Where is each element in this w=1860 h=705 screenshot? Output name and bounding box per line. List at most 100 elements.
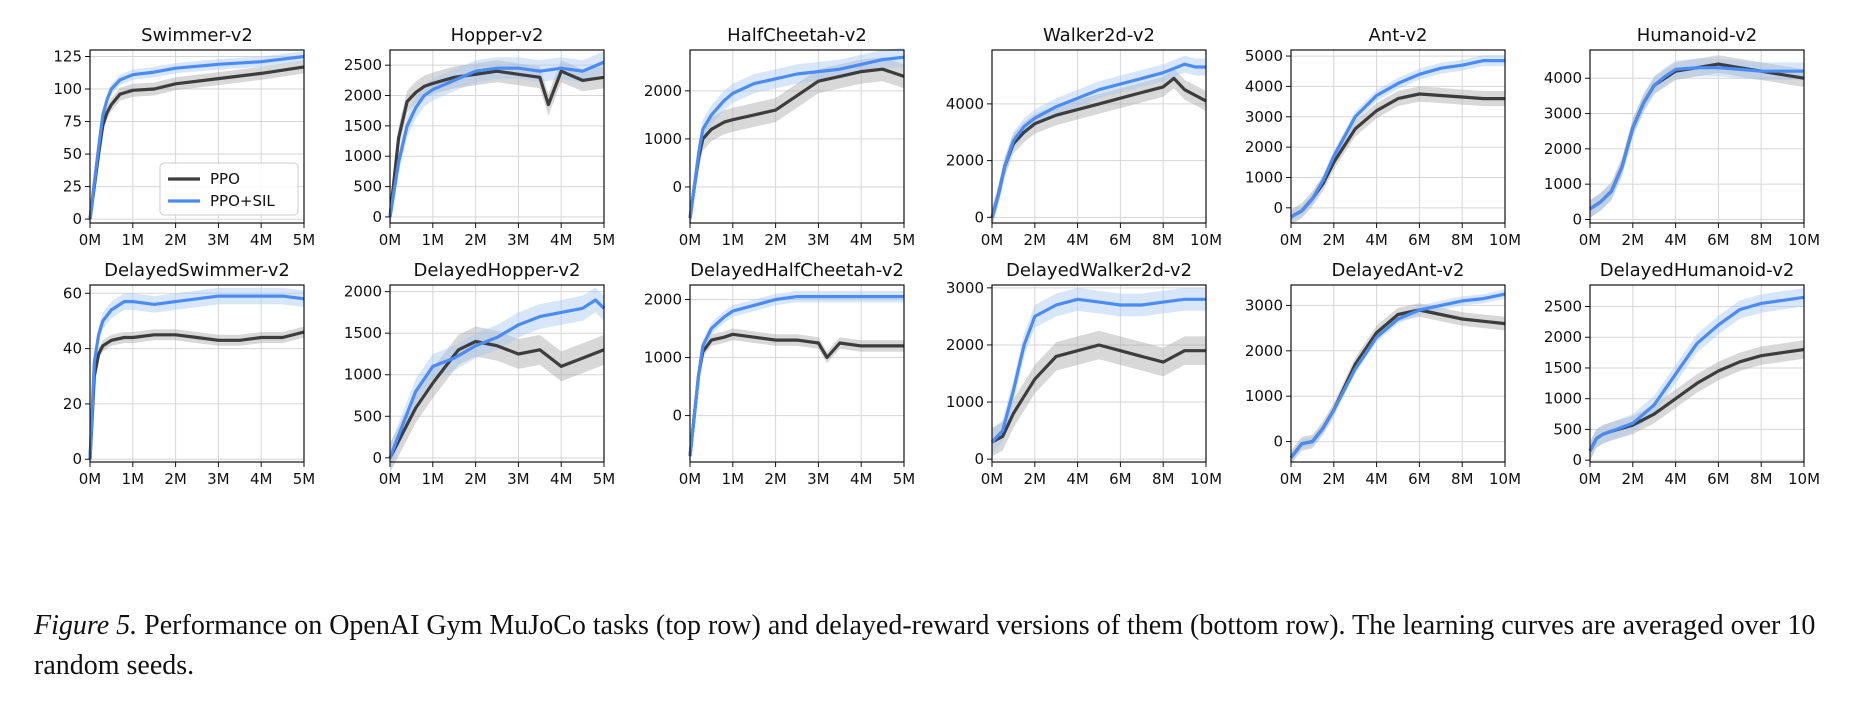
x-tick-label: 2M (464, 231, 487, 249)
x-tick-label: 0M (79, 470, 102, 488)
x-tick-label: 8M (1152, 470, 1175, 488)
x-tick-label: 5M (893, 470, 916, 488)
axes-frame (991, 284, 1207, 463)
axes-frame (1589, 49, 1805, 224)
figure-caption: Figure 5. Performance on OpenAI Gym MuJo… (34, 606, 1834, 686)
y-tick-label: 2000 (946, 336, 984, 354)
y-tick-label: 1000 (344, 147, 382, 165)
x-tick-label: 4M (550, 231, 573, 249)
x-tick-label: 10M (1190, 231, 1222, 249)
x-tick-label: 0M (79, 231, 102, 249)
y-tick-label: 0 (974, 208, 984, 226)
x-tick-label: 4M (1066, 231, 1089, 249)
x-tick-label: 10M (1190, 470, 1222, 488)
chart-4: 0M 2M 4M 6M 8M 10M 0 2000 4000 Walker2d-v2 (946, 25, 1222, 249)
x-tick-label: 0M (679, 470, 702, 488)
y-tick-label: 2000 (344, 87, 382, 105)
chart-8: 0M 1M 2M 3M 4M 5M 0 500 1000 1500 2000 DelayedHoppe… (344, 260, 615, 488)
series-line-ppo (388, 69, 605, 218)
y-tick-label: 125 (53, 48, 82, 66)
y-tick-label: 0 (372, 449, 382, 467)
x-tick-label: 1M (422, 470, 445, 488)
confidence-band-ppo-sil (1590, 288, 1804, 461)
confidence-band-ppo (690, 328, 904, 462)
y-tick-label: 0 (372, 208, 382, 226)
series-line-ppo (1290, 92, 1505, 219)
y-tick-label: 0 (1273, 199, 1283, 217)
axes-frame (991, 49, 1207, 224)
series-line-ppo-sil (1589, 66, 1804, 211)
y-tick-label: 2500 (344, 56, 382, 74)
y-tick-label: 2000 (1544, 328, 1582, 346)
x-tick-label: 2M (464, 470, 487, 488)
x-tick-label: 4M (250, 470, 273, 488)
y-tick-label: 1000 (644, 349, 682, 367)
y-tick-label: 0 (672, 178, 682, 196)
chart-title: Swimmer-v2 (141, 25, 253, 46)
series-line-ppo-sil (88, 294, 305, 460)
series-line-ppo (688, 332, 904, 457)
series-line-ppo (991, 343, 1206, 444)
legend-label: PPO+SIL (210, 192, 275, 210)
y-tick-label: 500 (353, 178, 382, 196)
x-tick-label: 8M (1451, 470, 1474, 488)
x-tick-label: 2M (1323, 470, 1346, 488)
axes-frame (389, 49, 605, 224)
confidence-band-ppo-sil (690, 290, 904, 462)
x-tick-label: 0M (679, 231, 702, 249)
axes-frame (1290, 284, 1506, 463)
confidence-band-ppo (1590, 340, 1804, 461)
chart-title: DelayedHopper-v2 (414, 260, 581, 281)
series-line-ppo-sil (1290, 58, 1505, 219)
y-tick-label: 2500 (1544, 298, 1582, 316)
caption-label: Figure 5. (34, 610, 138, 641)
x-tick-label: 5M (293, 470, 316, 488)
x-tick-label: 4M (850, 470, 873, 488)
y-tick-label: 1000 (946, 393, 984, 411)
x-tick-label: 1M (422, 231, 445, 249)
y-tick-label: 25 (63, 178, 82, 196)
series-line-ppo-sil (1588, 295, 1805, 452)
chart-11: 0M 2M 4M 6M 8M 10M 0 1000 2000 3000 DelayedAnt-v2 (1245, 260, 1521, 488)
x-tick-label: 8M (1750, 470, 1773, 488)
y-tick-label: 40 (63, 340, 82, 358)
series-line-ppo-sil (688, 55, 905, 219)
x-tick-label: 2M (1622, 231, 1645, 249)
x-tick-label: 4M (1066, 470, 1089, 488)
confidence-band-ppo-sil (1291, 289, 1505, 462)
y-tick-label: 1000 (344, 366, 382, 384)
x-tick-label: 6M (1109, 231, 1132, 249)
x-tick-label: 0M (1579, 231, 1602, 249)
x-tick-label: 4M (1664, 470, 1687, 488)
x-tick-label: 2M (164, 470, 187, 488)
series-line-ppo-sil (990, 297, 1206, 444)
y-tick-label: 0 (1273, 433, 1283, 451)
x-tick-label: 5M (293, 231, 316, 249)
x-tick-label: 8M (1750, 231, 1773, 249)
y-tick-label: 1500 (344, 324, 382, 342)
chart-title: Ant-v2 (1369, 25, 1428, 46)
y-tick-label: 1500 (1544, 359, 1582, 377)
x-tick-label: 0M (1280, 470, 1303, 488)
confidence-band-ppo-sil (390, 51, 604, 228)
confidence-band-ppo-sil (1590, 58, 1804, 218)
chart-title: DelayedSwimmer-v2 (104, 260, 290, 281)
x-tick-label: 2M (1024, 470, 1047, 488)
axes-frame (1589, 284, 1805, 463)
x-tick-label: 10M (1788, 231, 1820, 249)
y-tick-label: 100 (53, 80, 82, 98)
confidence-band-ppo (992, 68, 1206, 228)
x-tick-label: 6M (1408, 231, 1431, 249)
y-tick-label: 60 (63, 284, 82, 302)
x-tick-label: 8M (1152, 231, 1175, 249)
chart-2: 0M 1M 2M 3M 4M 5M 0 500 1000 1500 2000 2500 Hopper-v… (344, 25, 615, 249)
y-tick-label: 0 (1572, 210, 1582, 228)
x-tick-label: 4M (550, 470, 573, 488)
axes-frame (1290, 49, 1506, 224)
y-tick-label: 0 (1572, 451, 1582, 469)
chart-title: Walker2d-v2 (1043, 25, 1155, 46)
axes-frame (89, 49, 305, 224)
y-tick-label: 1000 (1544, 175, 1582, 193)
y-tick-label: 20 (63, 395, 82, 413)
chart-9: 0M 1M 2M 3M 4M 5M 0 1000 2000 DelayedHalfCheetah-… (644, 260, 915, 488)
